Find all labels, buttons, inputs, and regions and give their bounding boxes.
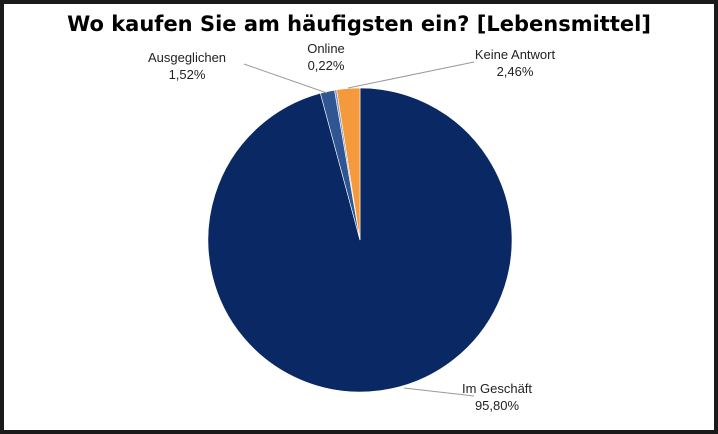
leader-line-keine-antwort — [347, 61, 475, 89]
leader-line-im-geschäft — [403, 387, 475, 397]
slice-value-ausgeglichen: 1,52% — [169, 67, 206, 82]
slice-label-ausgeglichen: Ausgeglichen — [148, 50, 226, 65]
slice-label-im-geschäft: Im Geschäft — [462, 381, 532, 396]
leader-line-ausgeglichen — [243, 63, 328, 94]
slice-value-im-geschäft: 95,80% — [475, 398, 520, 413]
slice-labels: Im Geschäft 95,80% Ausgeglichen 1,52% Online… — [148, 41, 556, 413]
slice-label-online: Online — [307, 41, 345, 56]
chart-title: Wo kaufen Sie am häufigsten ein? [Lebens… — [67, 12, 651, 36]
pie-slices — [207, 87, 513, 393]
pie-chart: Im Geschäft 95,80% Ausgeglichen 1,52% Online… — [148, 41, 556, 413]
leader-lines — [243, 61, 475, 397]
slice-label-keine-antwort: Keine Antwort — [475, 47, 556, 62]
slice-value-keine-antwort: 2,46% — [497, 64, 534, 79]
slice-value-online: 0,22% — [308, 58, 345, 73]
